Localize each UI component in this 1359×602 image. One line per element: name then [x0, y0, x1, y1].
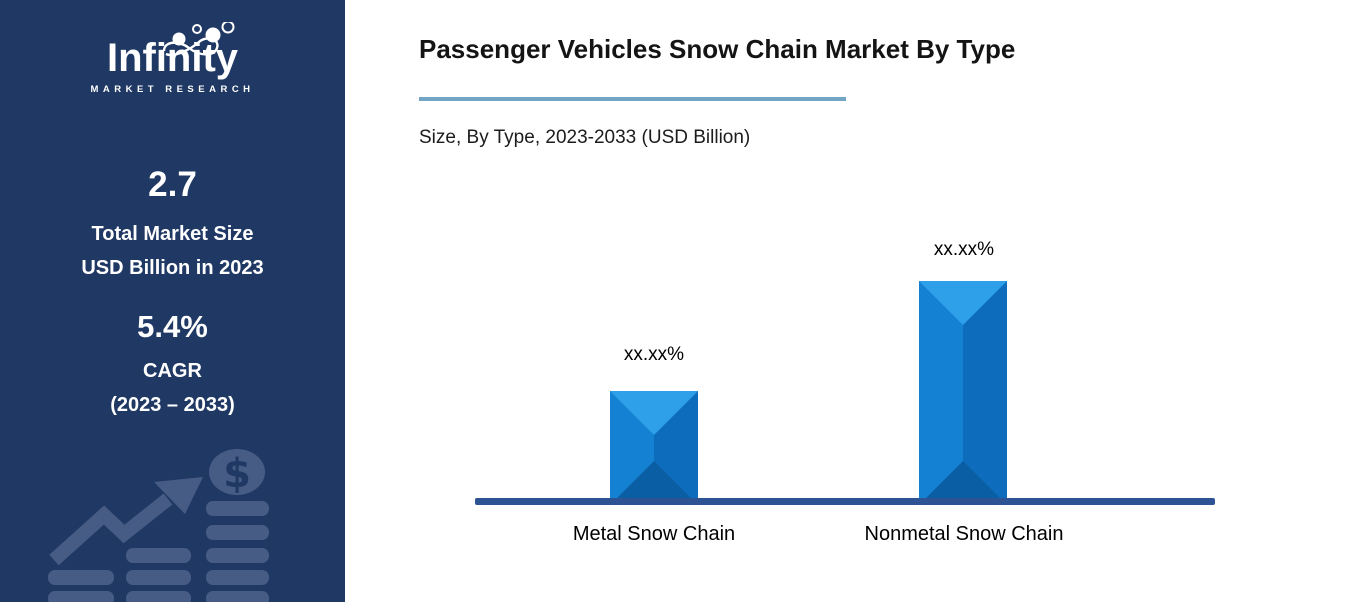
brand-logo: Infinity MARKET RESEARCH [0, 20, 345, 95]
bar-metal-snow-chain [610, 391, 698, 505]
category-label-nonmetal: Nonmetal Snow Chain [864, 523, 1064, 545]
cagr-label-line1: CAGR [143, 360, 202, 382]
infinity-swirl-icon [162, 22, 235, 57]
chart-subtitle: Size, By Type, 2023-2033 (USD Billion) [419, 127, 751, 148]
x-axis-baseline [475, 498, 1215, 505]
bar-value-label-metal: xx.xx% [623, 344, 685, 365]
svg-text:$: $ [223, 451, 251, 497]
category-label-metal: Metal Snow Chain [572, 523, 736, 545]
market-size-label-line1: Total Market Size [91, 223, 254, 245]
bar-chart: xx.xx% xx.xx% Metal Snow Chain Nonmetal … [345, 0, 1359, 602]
market-size-value: 2.7 [148, 165, 197, 204]
cagr-value: 5.4% [137, 309, 208, 344]
growth-chart-watermark-icon: $ [48, 449, 269, 602]
brand-tagline: MARKET RESEARCH [90, 84, 255, 95]
market-size-label-line2: USD Billion in 2023 [81, 257, 264, 279]
chart-title: Passenger Vehicles Snow Chain Market By … [419, 34, 1016, 64]
cagr-label-line2: (2023 – 2033) [110, 394, 235, 416]
title-underline [419, 97, 846, 101]
bar-nonmetal-snow-chain [919, 281, 1007, 505]
sidebar: Infinity MARKET RESEARCH 2.7 Total Marke… [0, 0, 345, 602]
bar-value-label-nonmetal: xx.xx% [933, 239, 995, 260]
chart-panel: Passenger Vehicles Snow Chain Market By … [345, 0, 1359, 602]
